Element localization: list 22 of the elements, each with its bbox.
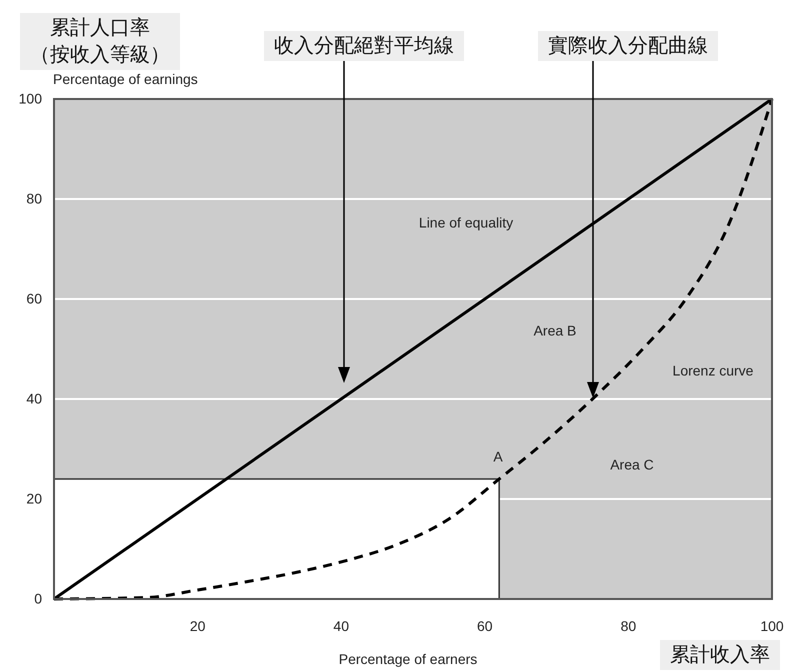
text: 實際收入分配曲線 bbox=[548, 35, 708, 57]
y-tick-label: 20 bbox=[26, 490, 42, 506]
annotation: Area B bbox=[534, 322, 576, 339]
x-tick-label: 20 bbox=[190, 618, 206, 634]
annotation: Lorenz curve bbox=[672, 362, 754, 379]
annotation: Area C bbox=[610, 456, 654, 473]
text: 累計人口率（按收入等級） bbox=[30, 17, 170, 66]
x-tick-label: 40 bbox=[333, 618, 350, 634]
x-axis-title: Percentage of earners bbox=[338, 651, 478, 667]
y-tick-label: 40 bbox=[26, 390, 42, 406]
x-tick-label: 80 bbox=[620, 618, 636, 634]
y-tick-label: 60 bbox=[26, 290, 42, 306]
y-tick-label: 100 bbox=[18, 90, 42, 106]
y-tick-label: 80 bbox=[26, 190, 42, 206]
text: 收入分配絕對平均線 bbox=[274, 35, 454, 57]
x-tick-label: 60 bbox=[477, 618, 493, 634]
y-tick-label: 0 bbox=[34, 590, 42, 606]
y-axis-title: Percentage of earnings bbox=[53, 71, 198, 87]
x-tick-label: 100 bbox=[760, 618, 784, 634]
annotation: Line of equality bbox=[418, 214, 514, 231]
annotation: A bbox=[493, 448, 504, 465]
text: 累計收入率 bbox=[670, 644, 770, 666]
